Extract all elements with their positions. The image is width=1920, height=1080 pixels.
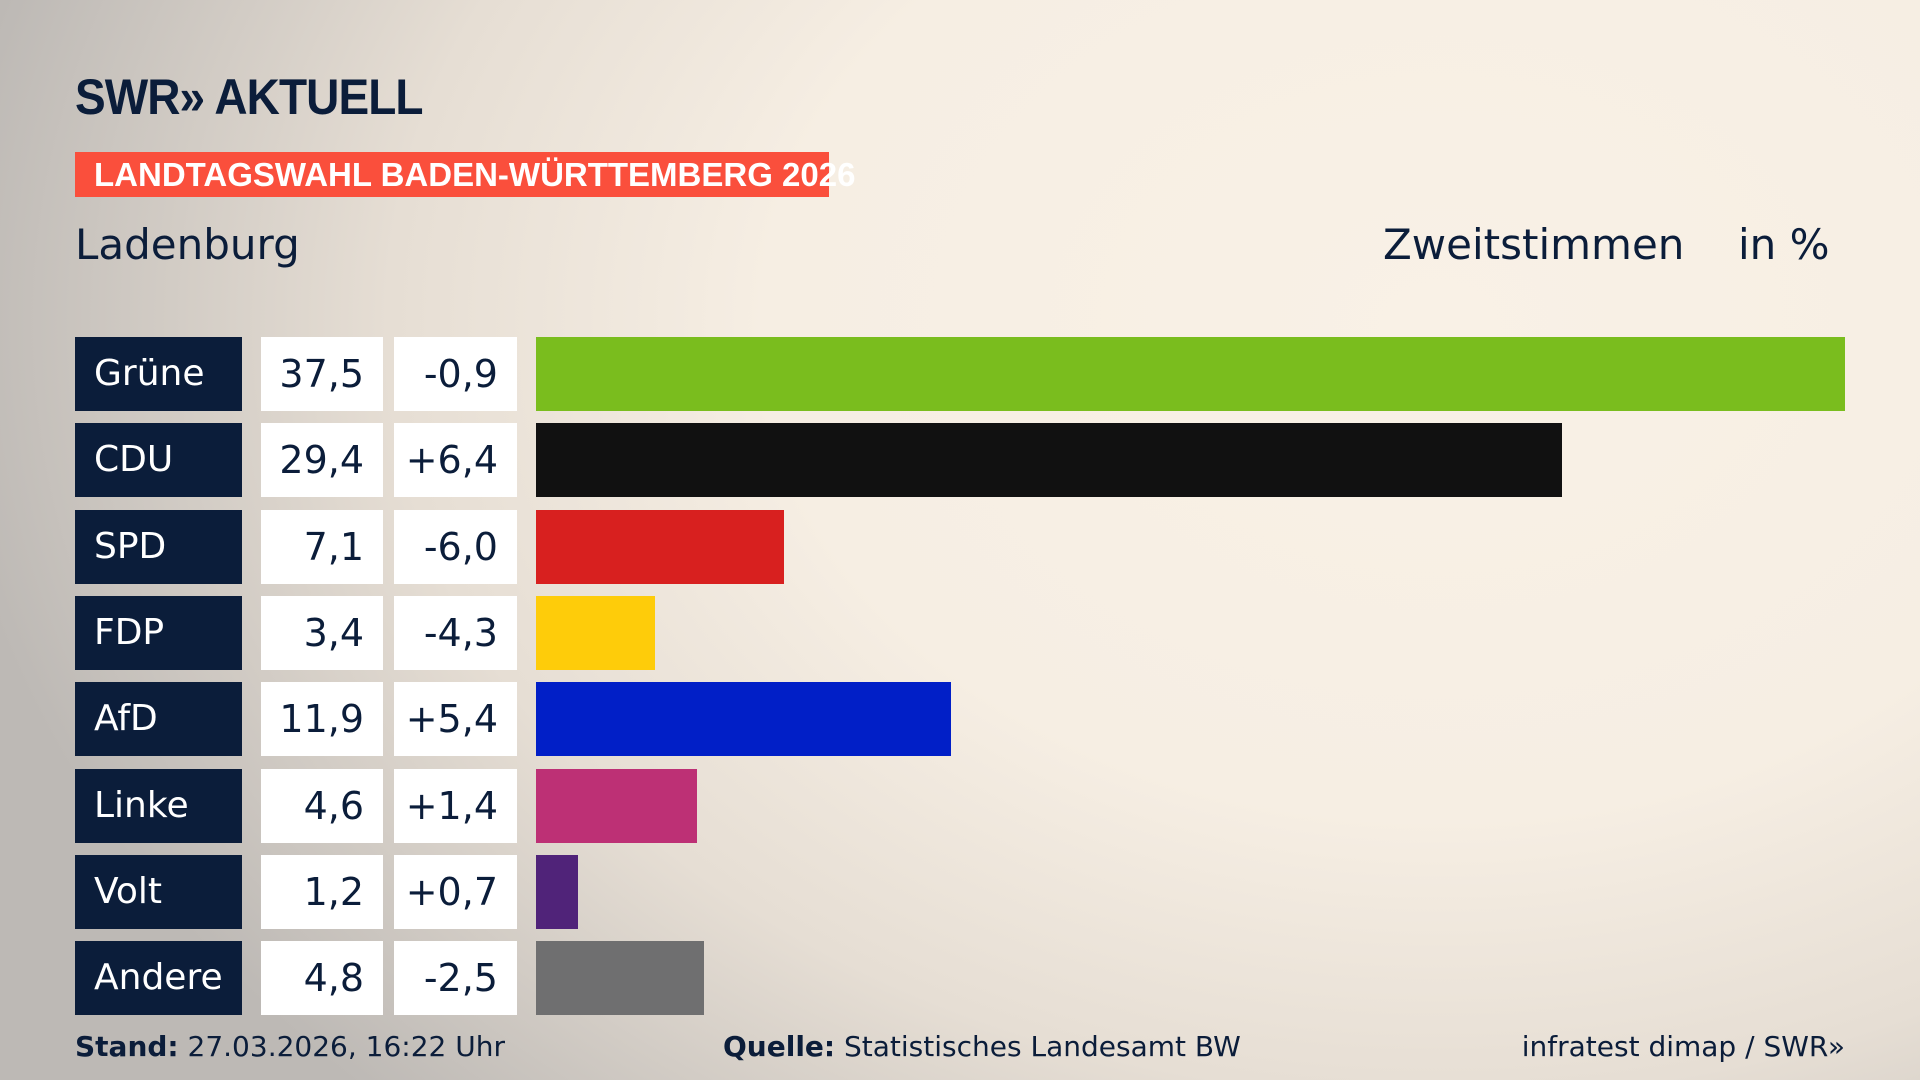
source: Quelle: Statistisches Landesamt BW: [723, 1030, 1241, 1063]
change-label: -2,5: [394, 941, 517, 1016]
timestamp: Stand: 27.03.2026, 16:22 Uhr: [75, 1030, 505, 1063]
change-label: +5,4: [394, 682, 517, 757]
swr-aktuell-logo: SWR» AKTUELL: [75, 69, 423, 125]
bar: [536, 682, 952, 757]
party-label: Andere: [75, 941, 242, 1016]
bar: [536, 337, 1845, 411]
party-label: CDU: [75, 423, 242, 498]
change-label: -4,3: [394, 595, 517, 670]
credit: infratest dimap / SWR»: [1521, 1030, 1845, 1063]
bar: [536, 595, 655, 670]
bar: [536, 768, 697, 843]
party-label: Grüne: [75, 337, 242, 411]
bar: [536, 854, 578, 929]
value-label: 11,9: [261, 682, 383, 757]
value-label: 3,4: [261, 595, 383, 670]
bar: [536, 423, 1563, 498]
party-label: FDP: [75, 595, 242, 670]
change-label: +0,7: [394, 854, 517, 929]
value-label: 7,1: [261, 509, 383, 584]
change-label: -6,0: [394, 509, 517, 584]
value-label: 37,5: [261, 337, 383, 411]
change-label: -0,9: [394, 337, 517, 411]
change-label: +6,4: [394, 423, 517, 498]
unit-label: in %: [1738, 220, 1830, 269]
source-label: Quelle:: [723, 1030, 836, 1063]
value-label: 29,4: [261, 423, 383, 498]
party-label: Linke: [75, 768, 242, 843]
party-label: AfD: [75, 682, 242, 757]
party-label: Volt: [75, 854, 242, 929]
change-label: +1,4: [394, 768, 517, 843]
bar: [536, 509, 784, 584]
value-label: 4,6: [261, 768, 383, 843]
value-label: 4,8: [261, 941, 383, 1016]
bar: [536, 941, 704, 1016]
stand-label: Stand:: [75, 1030, 179, 1063]
party-label: SPD: [75, 509, 242, 584]
measure-label: Zweitstimmen: [1383, 220, 1685, 269]
value-label: 1,2: [261, 854, 383, 929]
stand-value: 27.03.2026, 16:22 Uhr: [187, 1030, 505, 1063]
election-banner: LANDTAGSWAHL BADEN-WÜRTTEMBERG 2026: [75, 152, 855, 197]
place-title: Ladenburg: [75, 220, 300, 269]
source-value: Statistisches Landesamt BW: [844, 1030, 1241, 1063]
